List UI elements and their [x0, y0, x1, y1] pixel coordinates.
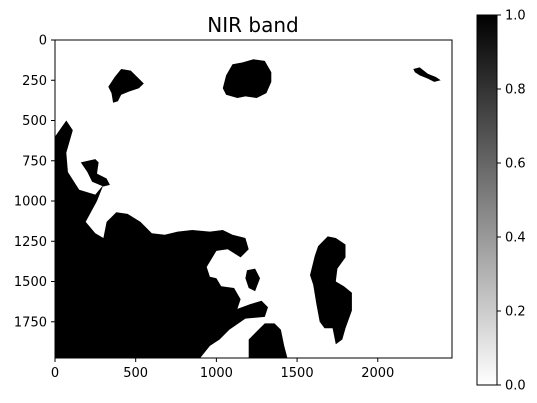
- y-tick-label: 250: [22, 74, 47, 89]
- land-west-coast: [55, 120, 268, 358]
- x-tick-label: 2000: [361, 366, 394, 381]
- colorbar-tick-label: 0.4: [505, 231, 526, 246]
- colorbar-tick-label: 0.8: [505, 83, 526, 98]
- island-north-west: [108, 69, 144, 103]
- y-tick-label: 1500: [14, 275, 47, 290]
- plot-frame: [54, 39, 453, 359]
- nir-band-image: [55, 40, 452, 358]
- chart-title: NIR band: [207, 13, 298, 37]
- y-tick-label: 1750: [14, 315, 47, 330]
- x-tick-label: 1500: [281, 366, 314, 381]
- islet-mid-east: [245, 268, 260, 292]
- y-tick-label: 1000: [14, 195, 47, 210]
- y-tick-label: 1250: [14, 235, 47, 250]
- colorbar-tick-label: 0.2: [505, 305, 526, 320]
- y-tick-label: 750: [22, 154, 47, 169]
- island-north-center: [222, 59, 272, 98]
- colorbar-axis: 0.0 0.2 0.4 0.6 0.8 1.0: [497, 9, 526, 394]
- x-tick-label: 1000: [200, 366, 233, 381]
- x-tick-label: 0: [51, 366, 59, 381]
- y-axis: 0 250 500 750 1000 1250 1500 1750: [14, 34, 55, 330]
- colorbar-tick-label: 0.6: [505, 157, 526, 172]
- islet-north-coast: [80, 159, 110, 187]
- colorbar-tick-label: 0.0: [505, 379, 526, 394]
- y-tick-label: 0: [39, 34, 47, 49]
- colorbar-tick-label: 1.0: [505, 9, 526, 24]
- y-tick-label: 500: [22, 114, 47, 129]
- x-tick-label: 500: [123, 366, 148, 381]
- colorbar: [476, 14, 498, 386]
- island-east: [310, 236, 352, 345]
- x-axis: 0 500 1000 1500 2000: [51, 358, 394, 381]
- land-south-peninsula: [248, 323, 288, 358]
- island-north-east: [413, 67, 441, 82]
